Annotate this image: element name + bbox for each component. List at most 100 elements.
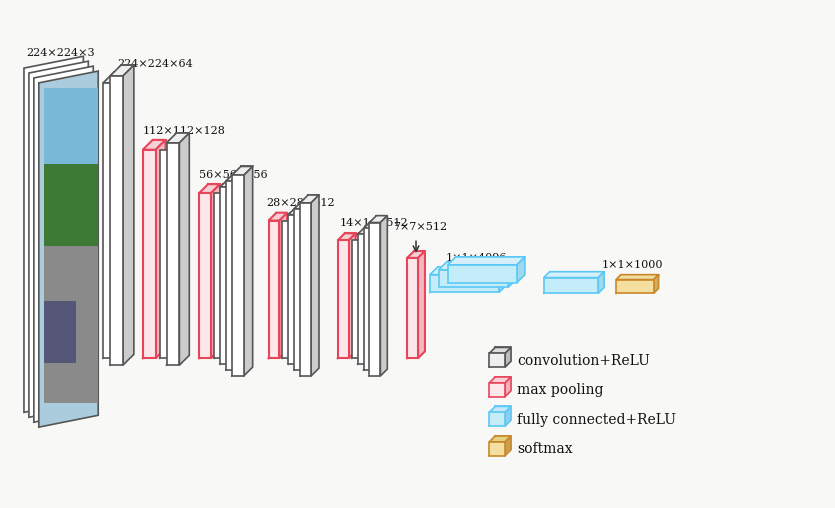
Polygon shape bbox=[311, 195, 319, 376]
Polygon shape bbox=[166, 133, 190, 143]
Text: 224×224×3: 224×224×3 bbox=[26, 48, 94, 58]
Text: softmax: softmax bbox=[517, 442, 573, 457]
Polygon shape bbox=[43, 164, 99, 253]
Polygon shape bbox=[159, 140, 182, 150]
Polygon shape bbox=[544, 277, 598, 293]
Polygon shape bbox=[448, 257, 525, 265]
Polygon shape bbox=[430, 275, 499, 293]
Polygon shape bbox=[200, 184, 220, 193]
Polygon shape bbox=[29, 61, 89, 417]
Polygon shape bbox=[369, 215, 387, 223]
Polygon shape bbox=[407, 258, 418, 358]
Polygon shape bbox=[294, 201, 313, 209]
Polygon shape bbox=[211, 184, 220, 358]
Text: 1×1×1000: 1×1×1000 bbox=[601, 260, 663, 270]
Polygon shape bbox=[143, 150, 155, 358]
Text: 224×224×64: 224×224×64 bbox=[117, 59, 193, 69]
Polygon shape bbox=[505, 406, 511, 426]
Polygon shape bbox=[357, 228, 376, 234]
Polygon shape bbox=[226, 184, 235, 358]
Polygon shape bbox=[505, 377, 511, 397]
Polygon shape bbox=[104, 72, 127, 83]
Polygon shape bbox=[489, 377, 511, 383]
Polygon shape bbox=[293, 213, 301, 358]
Polygon shape bbox=[654, 275, 659, 293]
Polygon shape bbox=[363, 229, 374, 370]
Polygon shape bbox=[338, 233, 356, 240]
Polygon shape bbox=[349, 233, 356, 358]
Text: convolution+ReLU: convolution+ReLU bbox=[517, 354, 650, 368]
Polygon shape bbox=[220, 187, 232, 364]
Polygon shape bbox=[294, 209, 305, 370]
Polygon shape bbox=[430, 267, 507, 275]
Polygon shape bbox=[43, 88, 99, 184]
Polygon shape bbox=[282, 213, 301, 220]
Text: max pooling: max pooling bbox=[517, 384, 604, 397]
Polygon shape bbox=[489, 406, 511, 412]
Polygon shape bbox=[357, 234, 368, 364]
Polygon shape bbox=[180, 133, 190, 365]
Polygon shape bbox=[280, 213, 287, 358]
Text: 28×28×512: 28×28×512 bbox=[266, 198, 335, 208]
Text: 14×14×512: 14×14×512 bbox=[340, 218, 408, 229]
Polygon shape bbox=[544, 272, 604, 277]
Text: 56×56×256: 56×56×256 bbox=[200, 170, 268, 180]
Polygon shape bbox=[143, 140, 165, 150]
Polygon shape bbox=[407, 251, 425, 258]
Polygon shape bbox=[43, 246, 99, 402]
Polygon shape bbox=[369, 223, 381, 376]
Polygon shape bbox=[448, 265, 517, 282]
Polygon shape bbox=[244, 167, 253, 376]
Polygon shape bbox=[226, 181, 238, 370]
Polygon shape bbox=[508, 262, 516, 288]
Polygon shape bbox=[232, 167, 253, 175]
Polygon shape bbox=[232, 178, 240, 364]
Polygon shape bbox=[616, 279, 654, 293]
Polygon shape bbox=[282, 220, 293, 358]
Polygon shape bbox=[166, 143, 180, 365]
Text: 112×112×128: 112×112×128 bbox=[143, 126, 225, 136]
Polygon shape bbox=[438, 262, 516, 270]
Text: 1×1×4096: 1×1×4096 bbox=[446, 253, 507, 263]
Polygon shape bbox=[24, 56, 84, 412]
Polygon shape bbox=[381, 215, 387, 376]
Polygon shape bbox=[598, 272, 604, 293]
Polygon shape bbox=[301, 203, 311, 376]
Polygon shape bbox=[299, 207, 307, 364]
Polygon shape bbox=[301, 195, 319, 203]
Polygon shape bbox=[214, 193, 226, 358]
Text: fully connected+ReLU: fully connected+ReLU bbox=[517, 413, 676, 427]
Text: 7×7×512: 7×7×512 bbox=[393, 223, 448, 232]
Polygon shape bbox=[173, 140, 182, 358]
Polygon shape bbox=[338, 240, 349, 358]
Polygon shape bbox=[214, 184, 235, 193]
Polygon shape bbox=[104, 83, 116, 358]
Polygon shape bbox=[200, 193, 211, 358]
Polygon shape bbox=[269, 213, 287, 220]
Polygon shape bbox=[489, 436, 511, 442]
Polygon shape bbox=[288, 215, 299, 364]
Polygon shape bbox=[305, 201, 313, 370]
Polygon shape bbox=[269, 220, 280, 358]
Polygon shape bbox=[489, 442, 505, 456]
Polygon shape bbox=[110, 76, 123, 365]
Polygon shape bbox=[116, 72, 127, 358]
Polygon shape bbox=[43, 301, 77, 363]
Polygon shape bbox=[489, 383, 505, 397]
Polygon shape bbox=[288, 207, 307, 215]
Polygon shape bbox=[159, 150, 173, 358]
Polygon shape bbox=[418, 251, 425, 358]
Polygon shape bbox=[123, 65, 134, 365]
Polygon shape bbox=[505, 347, 511, 367]
Polygon shape bbox=[368, 228, 376, 364]
Polygon shape bbox=[489, 354, 505, 367]
Polygon shape bbox=[489, 347, 511, 354]
Polygon shape bbox=[363, 221, 382, 229]
Polygon shape bbox=[489, 412, 505, 426]
Polygon shape bbox=[616, 275, 659, 279]
Polygon shape bbox=[352, 240, 362, 358]
Polygon shape bbox=[362, 233, 369, 358]
Polygon shape bbox=[34, 66, 94, 422]
Polygon shape bbox=[38, 71, 99, 427]
Polygon shape bbox=[352, 233, 369, 240]
